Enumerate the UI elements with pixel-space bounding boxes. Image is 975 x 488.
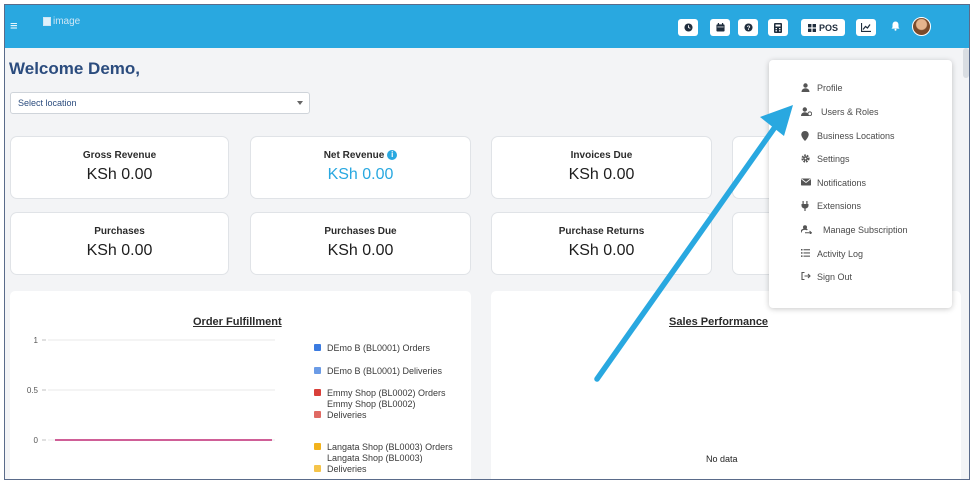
- list-icon: [801, 249, 810, 257]
- location-select-value: Select location: [18, 98, 77, 108]
- user-icon: [801, 83, 810, 92]
- no-data-text: No data: [706, 454, 738, 464]
- menu-item-label: Users & Roles: [821, 107, 879, 117]
- menu-item-label: Extensions: [817, 201, 862, 211]
- pos-button[interactable]: POS: [801, 19, 845, 36]
- card-value: KSh 0.00: [568, 166, 635, 183]
- avatar[interactable]: [912, 17, 931, 36]
- legend-label: Emmy Shop (BL0002) Orders: [327, 388, 446, 398]
- legend-label: DEmo B (BL0001) Orders: [327, 343, 431, 353]
- calendar-icon: [715, 23, 725, 32]
- grid-icon: [807, 23, 816, 32]
- card-label: Invoices Due: [570, 150, 633, 161]
- broken-image-icon: [43, 17, 51, 26]
- order-fulfillment-panel: [10, 291, 471, 479]
- plug-icon: [801, 201, 809, 211]
- card-label: Purchases Due: [324, 226, 397, 237]
- menu-item-label: Manage Subscription: [823, 225, 908, 235]
- legend-swatch: [314, 367, 321, 374]
- info-icon[interactable]: i: [387, 150, 398, 161]
- menu-item-notifications[interactable]: Notifications: [769, 173, 952, 193]
- logo-alt-text: image: [53, 16, 81, 27]
- bell-icon[interactable]: [891, 21, 900, 31]
- card-value: KSh 0.00: [568, 242, 635, 259]
- app-window: ≡ image ? POS Welcome Demo, Select loc: [4, 4, 970, 480]
- card-label: Gross Revenue: [82, 150, 157, 161]
- map-pin-icon: [801, 131, 809, 141]
- legend-swatch: [314, 443, 321, 450]
- line-chart-icon: [861, 23, 871, 32]
- pos-label: POS: [818, 22, 838, 33]
- menu-item-business-locations[interactable]: Business Locations: [769, 126, 952, 146]
- sign-out-icon: [801, 272, 811, 280]
- users-roles-icon: [801, 107, 812, 116]
- hamburger-menu-icon[interactable]: ≡: [10, 18, 18, 33]
- reports-button[interactable]: [856, 19, 876, 36]
- menu-item-users-roles[interactable]: Users & Roles: [769, 102, 952, 122]
- logo[interactable]: image: [43, 16, 80, 27]
- y-tick-label: 1: [34, 336, 39, 345]
- menu-item-activity-log[interactable]: Activity Log: [769, 244, 952, 264]
- order-fulfillment-title: Order Fulfillment: [193, 316, 282, 328]
- clock-icon: [683, 23, 693, 32]
- menu-item-label: Business Locations: [817, 131, 895, 141]
- legend-label: Langata Shop (BL0003) Deliveries: [327, 453, 423, 474]
- card-invoices-due: Invoices Due KSh 0.00: [491, 136, 712, 199]
- legend-label: Emmy Shop (BL0002) Deliveries: [327, 399, 416, 420]
- page-scrollbar[interactable]: [963, 48, 969, 78]
- y-tick-label: 0.5: [27, 386, 39, 395]
- calculator-button[interactable]: [768, 19, 788, 36]
- chevron-down-icon: [297, 101, 303, 105]
- page-title: Welcome Demo,: [9, 59, 141, 78]
- menu-item-settings[interactable]: Settings: [769, 149, 952, 169]
- y-tick-label: 0: [34, 436, 39, 445]
- order-fulfillment-chart: 1 0.5 0: [27, 336, 275, 445]
- gear-icon: [801, 154, 810, 163]
- card-value: KSh 0.00: [327, 166, 394, 183]
- card-purchases: Purchases KSh 0.00: [10, 212, 229, 275]
- menu-item-profile[interactable]: Profile: [769, 78, 952, 98]
- legend-swatch: [314, 465, 321, 472]
- user-dropdown-menu: Profile Users & Roles Business Locations…: [769, 60, 952, 308]
- menu-item-label: Profile: [817, 83, 843, 93]
- menu-item-manage-subscription[interactable]: Manage Subscription: [769, 220, 952, 240]
- legend-swatch: [314, 389, 321, 396]
- svg-text:?: ?: [746, 25, 750, 32]
- envelope-icon: [801, 178, 811, 186]
- calculator-icon: [774, 22, 782, 33]
- card-label-row: Net Revenue i: [251, 150, 470, 161]
- card-label: Purchases: [94, 226, 145, 237]
- card-value: KSh 0.00: [327, 242, 394, 259]
- clock-button[interactable]: [678, 19, 698, 36]
- menu-item-extensions[interactable]: Extensions: [769, 196, 952, 216]
- card-purchases-due: Purchases Due KSh 0.00: [250, 212, 471, 275]
- menu-item-label: Notifications: [817, 178, 867, 188]
- sales-performance-title: Sales Performance: [669, 316, 769, 328]
- card-purchase-returns: Purchase Returns KSh 0.00: [491, 212, 712, 275]
- legend-swatch: [314, 344, 321, 351]
- help-button[interactable]: ?: [738, 19, 758, 36]
- calendar-button[interactable]: [710, 19, 730, 36]
- legend-label: Langata Shop (BL0003) Orders: [327, 442, 453, 452]
- card-label: Net Revenue: [323, 150, 385, 161]
- subscription-icon: [801, 225, 812, 234]
- menu-item-sign-out[interactable]: Sign Out: [769, 267, 952, 287]
- location-select[interactable]: Select location: [10, 92, 310, 114]
- card-label: Purchase Returns: [558, 226, 645, 237]
- card-value: KSh 0.00: [86, 166, 153, 183]
- top-navbar: ≡ image ? POS: [5, 5, 969, 48]
- menu-item-label: Settings: [817, 154, 850, 164]
- menu-item-label: Activity Log: [817, 249, 864, 259]
- card-value: KSh 0.00: [86, 242, 153, 259]
- card-gross-revenue: Gross Revenue KSh 0.00: [10, 136, 229, 199]
- legend-swatch: [314, 411, 321, 418]
- legend-label: DEmo B (BL0001) Deliveries: [327, 366, 443, 376]
- question-icon: ?: [743, 23, 753, 32]
- menu-item-label: Sign Out: [817, 272, 853, 282]
- card-net-revenue: Net Revenue i KSh 0.00: [250, 136, 471, 199]
